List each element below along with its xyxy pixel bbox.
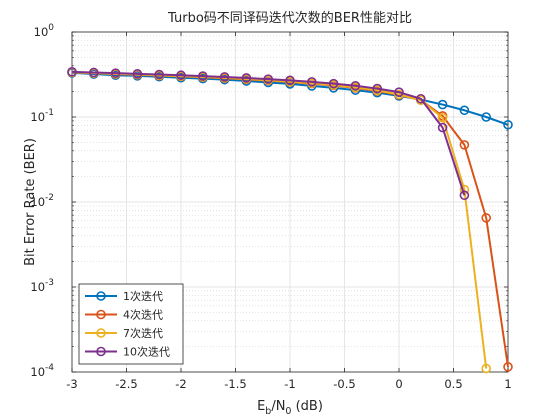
y-axis-label: Bit Error Rate (BER) — [23, 138, 38, 266]
series-marker — [306, 77, 317, 87]
series-marker — [132, 69, 143, 79]
series-marker — [437, 122, 448, 133]
y-tick-label: 10-2 — [30, 193, 54, 209]
series-marker — [263, 74, 274, 84]
series-marker — [394, 87, 404, 97]
y-tick-label: 10-1 — [30, 108, 54, 124]
x-tick-label: 0.5 — [444, 377, 462, 391]
legend-marker — [96, 346, 106, 357]
legend-label: 4次迭代 — [123, 308, 163, 322]
x-tick-label: 1 — [504, 377, 511, 391]
x-tick-label: -1 — [284, 377, 295, 391]
series-marker — [241, 73, 252, 83]
legend-item: 1次迭代 — [85, 289, 163, 303]
series-marker — [372, 83, 383, 94]
series-marker — [481, 363, 492, 374]
x-tick-label: -2.5 — [115, 377, 137, 391]
x-axis-label: Eb/N0 (dB) — [257, 399, 323, 417]
x-tick-label: -3 — [66, 377, 77, 391]
series-marker — [176, 70, 186, 81]
series-marker — [459, 140, 470, 150]
legend-label: 7次迭代 — [123, 326, 163, 340]
y-tick-label: 10-3 — [30, 278, 54, 294]
series-marker — [198, 71, 208, 81]
x-axis-label-e: E — [257, 399, 265, 414]
legend-label: 1次迭代 — [123, 289, 163, 303]
series-marker — [459, 105, 470, 116]
legend-label: 10次迭代 — [123, 345, 170, 359]
series-marker — [89, 67, 99, 78]
series-layer — [67, 67, 513, 374]
x-axis-label-sub-0: 0 — [285, 406, 291, 417]
legend-marker — [96, 328, 106, 338]
legend-marker — [96, 291, 106, 301]
series-marker — [503, 119, 513, 130]
series-marker — [285, 75, 295, 86]
series-marker — [481, 112, 492, 122]
legend-item: 4次迭代 — [85, 308, 163, 322]
legend-item: 10次迭代 — [85, 345, 170, 359]
y-tick-label: 10-4 — [30, 363, 54, 379]
x-axis-label-n: /N — [271, 399, 285, 414]
series-4 — [67, 67, 470, 201]
series-marker — [459, 190, 470, 201]
x-tick-label: -0.5 — [333, 377, 355, 391]
series-marker — [219, 72, 230, 82]
legend-item: 7次迭代 — [85, 326, 163, 340]
y-tick-label: 100 — [34, 23, 55, 39]
series-line — [71, 70, 466, 196]
legend: 1次迭代 4次迭代 7次迭代 10次迭代 — [78, 283, 184, 365]
ticks: -3 -2.5 -2 -1.5 -1 -0.5 0 0.5 1 100 10-1 10-2 10-3 10… — [30, 23, 511, 391]
series-marker — [67, 67, 77, 77]
series-marker — [154, 69, 164, 80]
x-axis-label-unit: (dB) — [291, 399, 322, 414]
x-tick-label: -1.5 — [224, 377, 246, 391]
x-axis-label-sub-b: b — [265, 406, 271, 417]
series-marker — [350, 80, 361, 91]
series-marker — [437, 99, 448, 110]
series-marker — [437, 112, 448, 123]
x-tick-label: -2 — [175, 377, 186, 391]
series-marker — [503, 362, 513, 372]
series-marker — [328, 78, 339, 89]
series-marker — [415, 93, 426, 104]
series-marker — [481, 213, 492, 223]
series-marker — [110, 68, 121, 78]
chart-title: Turbo码不同译码迭代次数的BER性能对比 — [167, 10, 412, 26]
x-tick-label: 0 — [395, 377, 402, 391]
legend-marker — [96, 309, 106, 320]
